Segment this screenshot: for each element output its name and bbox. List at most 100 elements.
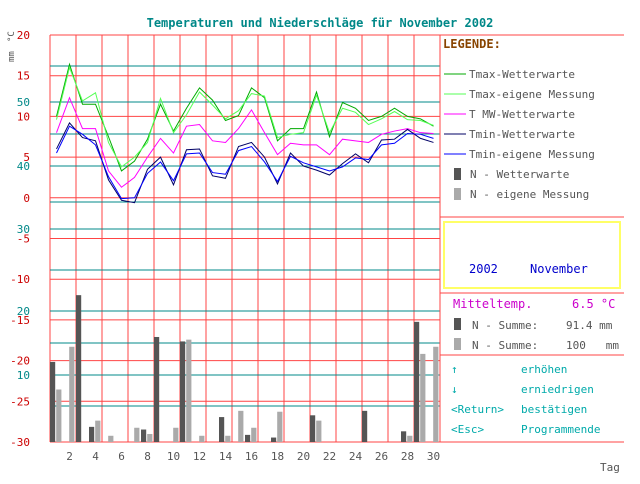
legend-label: Tmax-Wetterwarte (469, 68, 575, 81)
x-tick-label: 8 (144, 450, 151, 463)
y-tick-label: -10 (10, 273, 30, 286)
temp-lines (56, 62, 434, 204)
control-key[interactable]: <Return> (451, 403, 504, 416)
period-year[interactable]: 2002 (469, 262, 498, 276)
x-tick-label: 14 (219, 450, 233, 463)
legend: Tmax-Wetterwarte Tmax-eigene Messung T MW-… (444, 68, 595, 201)
precip-bar (154, 336, 160, 442)
x-tick-label: 4 (92, 450, 99, 463)
side-panel: LEGENDE: Tmax-Wetterwarte Tmax-eigene Mes… (443, 37, 621, 436)
x-tick-label: 6 (118, 450, 125, 463)
x-tick-label: 26 (375, 450, 388, 463)
x-axis-ticks: 2 4 6 8 10 12 14 16 18 20 22 24 26 28 30 (66, 450, 440, 463)
period-month[interactable]: November (530, 262, 588, 276)
legend-label: N - eigene Messung (470, 188, 589, 201)
precip-bar (50, 361, 56, 442)
precip-bars (50, 295, 439, 442)
x-tick-label: 22 (323, 450, 336, 463)
precip-bar (95, 420, 101, 442)
precip-bar (245, 434, 251, 442)
temp-line (56, 122, 434, 204)
precip-bar (56, 389, 62, 442)
precip-bar (401, 431, 407, 442)
legend-label: Tmin-Wetterwarte (469, 128, 575, 141)
precip-bar (89, 426, 95, 442)
y-tick-label: 20 (17, 29, 30, 42)
precip-bar (134, 427, 140, 442)
mean-temp-value: 6.5 °C (572, 297, 615, 311)
precip-bar (186, 339, 192, 442)
precip-bar (108, 435, 114, 442)
control-action[interactable]: erhöhen (521, 363, 567, 376)
x-tick-label: 18 (271, 450, 284, 463)
precip-bar (310, 415, 316, 442)
x-axis-label: Tag (600, 461, 620, 474)
precip-bar (180, 341, 186, 442)
precip-unit-label: mm (7, 51, 17, 62)
sum2-value: 100 mm (566, 339, 619, 352)
precip-bar (271, 437, 277, 442)
mean-temp-label: Mitteltemp. (453, 297, 532, 311)
precip-tick-label: 10 (17, 369, 30, 382)
chart-title: Temperaturen und Niederschläge für Novem… (147, 16, 494, 30)
y-tick-label: -5 (17, 233, 30, 246)
control-action[interactable]: bestätigen (521, 403, 587, 416)
legend-label: T MW-Wetterwarte (469, 108, 575, 121)
sum2-swatch (454, 338, 461, 350)
precip-bar (219, 417, 225, 442)
period-box (443, 221, 621, 289)
temp-line (56, 65, 434, 168)
legend-bar-swatch (454, 188, 461, 200)
y-tick-label: -20 (10, 355, 30, 368)
precip-bar (69, 346, 75, 442)
y-tick-label: 0 (23, 192, 30, 205)
temp-line (56, 96, 434, 188)
x-tick-label: 2 (66, 450, 73, 463)
legend-label: Tmax-eigene Messung (469, 88, 595, 101)
precip-bar (251, 427, 257, 442)
control-action[interactable]: Programmende (521, 423, 600, 436)
legend-bar-swatch (454, 168, 461, 180)
control-key[interactable]: ↓ (451, 383, 458, 396)
x-tick-label: 10 (167, 450, 180, 463)
precip-bar (420, 353, 426, 442)
precip-tick-label: 20 (17, 305, 30, 318)
legend-label: N - Wetterwarte (470, 168, 569, 181)
control-key[interactable]: ↑ (451, 363, 458, 376)
x-tick-label: 20 (297, 450, 310, 463)
temp-line (56, 125, 434, 200)
legend-label: Tmin-eigene Messung (469, 148, 595, 161)
y-tick-label: -30 (10, 436, 30, 449)
precip-bar (238, 410, 244, 442)
precip-bar (316, 420, 322, 442)
sum1-swatch (454, 318, 461, 330)
x-tick-label: 12 (193, 450, 206, 463)
precip-bar (147, 433, 153, 442)
precip-bar (414, 321, 420, 442)
y-tick-label: -25 (10, 395, 30, 408)
control-key[interactable]: <Esc> (451, 423, 484, 436)
precip-tick-label: 30 (17, 223, 30, 236)
legend-title: LEGENDE: (443, 37, 501, 51)
control-action[interactable]: erniedrigen (521, 383, 594, 396)
y-tick-label: 5 (23, 151, 30, 164)
precip-bar (173, 427, 179, 442)
plot-grid (49, 34, 624, 443)
x-tick-label: 30 (427, 450, 440, 463)
precip-bar (433, 346, 439, 442)
precip-bar (141, 429, 147, 442)
x-tick-label: 16 (245, 450, 258, 463)
sum1-value: 91.4 mm (566, 319, 613, 332)
precip-bar (199, 435, 205, 442)
keyboard-controls: ↑ erhöhen ↓ erniedrigen <Return> bestätigen <E… (451, 363, 600, 436)
precip-bar (76, 295, 82, 442)
precip-bar (225, 435, 231, 442)
x-tick-label: 28 (401, 450, 414, 463)
x-tick-label: 24 (349, 450, 363, 463)
y-tick-label: 10 (17, 110, 30, 123)
precip-bar (362, 410, 368, 442)
